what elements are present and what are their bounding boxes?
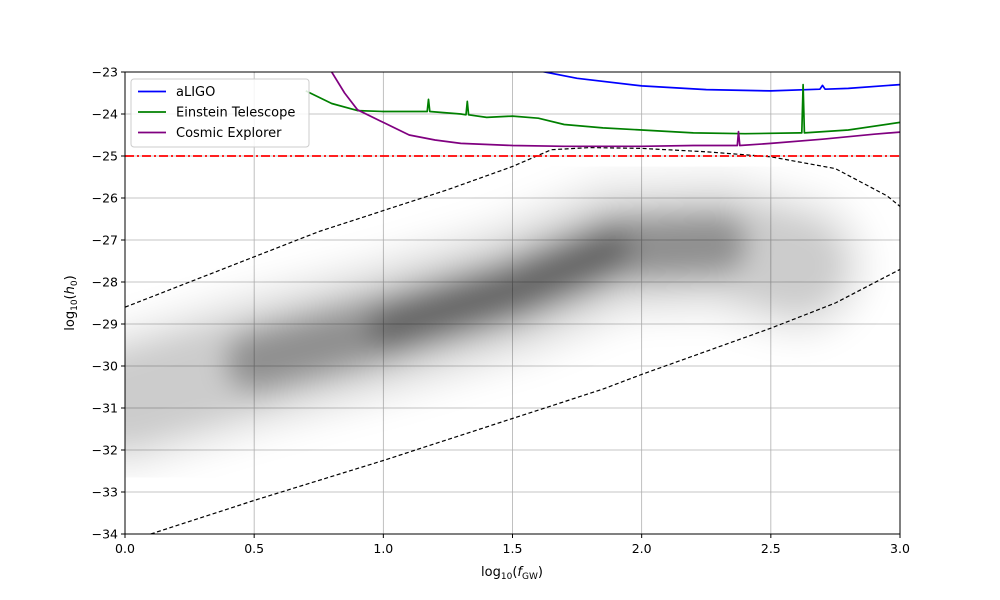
y-axis-ticks: −23 −24 −25 −26 −27 −28 −29 −30 −31 −32 −33 −34 [92,65,125,542]
legend-box [130,78,310,148]
y-tick-label: −24 [92,107,118,122]
series-line-0 [540,72,900,92]
legend-label-0: aLIGO [176,85,215,100]
y-tick-label: −33 [92,485,118,500]
series-line-2 [330,72,900,148]
legend-label-2: Cosmic Explorer [176,126,282,141]
bounding-region [125,146,900,534]
y-tick-label: −34 [92,527,118,542]
x-axis-ticks: 0.0 0.5 1.0 1.5 2.0 2.5 3.0 [115,534,910,556]
y-tick-label: −29 [92,317,118,332]
y-tick-label: −28 [92,275,118,290]
y-tick-label: −27 [92,233,118,248]
lower-bound-curve [150,268,900,534]
series-line-1 [305,83,900,135]
x-tick-label: 3.0 [890,541,910,556]
upper-bound-curve [125,146,900,308]
x-tick-label: 1.0 [373,541,393,556]
y-tick-label: −26 [92,191,118,206]
y-tick-label: −30 [92,359,118,374]
y-tick-label: −25 [92,149,118,164]
density-cloud-group [125,169,872,475]
x-tick-label: 0.0 [115,541,135,556]
y-tick-label: −31 [92,401,118,416]
y-tick-label: −23 [92,65,118,80]
x-tick-label: 0.5 [244,541,264,556]
series-layer [305,72,900,148]
x-tick-label: 2.5 [761,541,781,556]
y-axis-label: log10(h0) [63,275,80,330]
x-tick-label: 1.5 [503,541,523,556]
x-tick-label: 2.0 [632,541,652,556]
density-peak [369,234,630,343]
legend: aLIGO Einstein Telescope Cosmic Explorer [130,78,310,148]
x-axis-label: log10(fGW) [481,565,543,582]
y-tick-label: −32 [92,443,118,458]
legend-label-1: Einstein Telescope [176,106,295,121]
density-cloud [125,169,872,475]
